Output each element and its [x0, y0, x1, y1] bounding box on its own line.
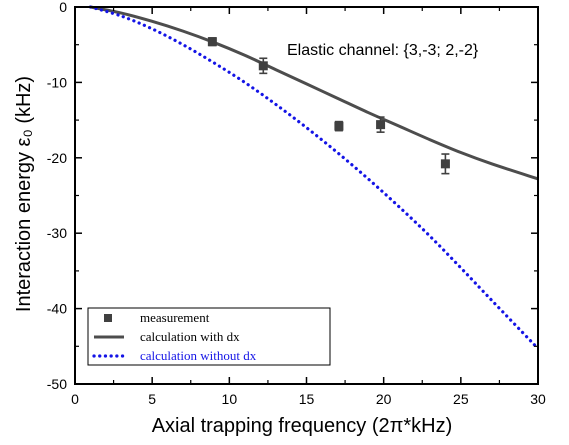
x-axis-title: Axial trapping frequency (2π*kHz) — [152, 415, 453, 437]
legend-label-with-dx: calculation with dx — [140, 329, 240, 344]
data-point-measurement — [334, 121, 344, 131]
data-point-measurement — [258, 61, 268, 71]
x-tick-label: 5 — [148, 391, 156, 407]
series-line-without-dx — [88, 5, 540, 351]
y-tick-label: -20 — [47, 150, 67, 166]
y-tick-label: 0 — [59, 0, 67, 15]
data-point-measurement — [440, 159, 450, 169]
x-tick-label: 10 — [222, 391, 238, 407]
x-tick-label: 25 — [453, 391, 469, 407]
legend-label-measurement: measurement — [140, 310, 210, 325]
legend-marker-measurement — [104, 314, 112, 322]
y-axis-title: Interaction energy ε₀ (kHz) — [13, 76, 35, 312]
series-line-with-dx — [90, 5, 539, 181]
x-tick-label: 0 — [71, 391, 79, 407]
x-tick-label: 20 — [376, 391, 392, 407]
data-point-measurement — [376, 120, 386, 130]
y-tick-label: -50 — [47, 376, 67, 392]
y-tick-label: -10 — [47, 74, 67, 90]
annotation-text: Elastic channel: {3,-3; 2,-2} — [287, 42, 479, 59]
legend: measurement calculation with dx calculat… — [87, 307, 331, 366]
legend-label-without-dx: calculation without dx — [140, 348, 257, 363]
y-tick-label: -40 — [47, 301, 67, 317]
x-tick-label: 15 — [299, 391, 315, 407]
data-point-measurement — [207, 37, 217, 47]
x-tick-label: 30 — [530, 391, 546, 407]
y-tick-label: -30 — [47, 225, 67, 241]
legend-box — [87, 307, 331, 366]
